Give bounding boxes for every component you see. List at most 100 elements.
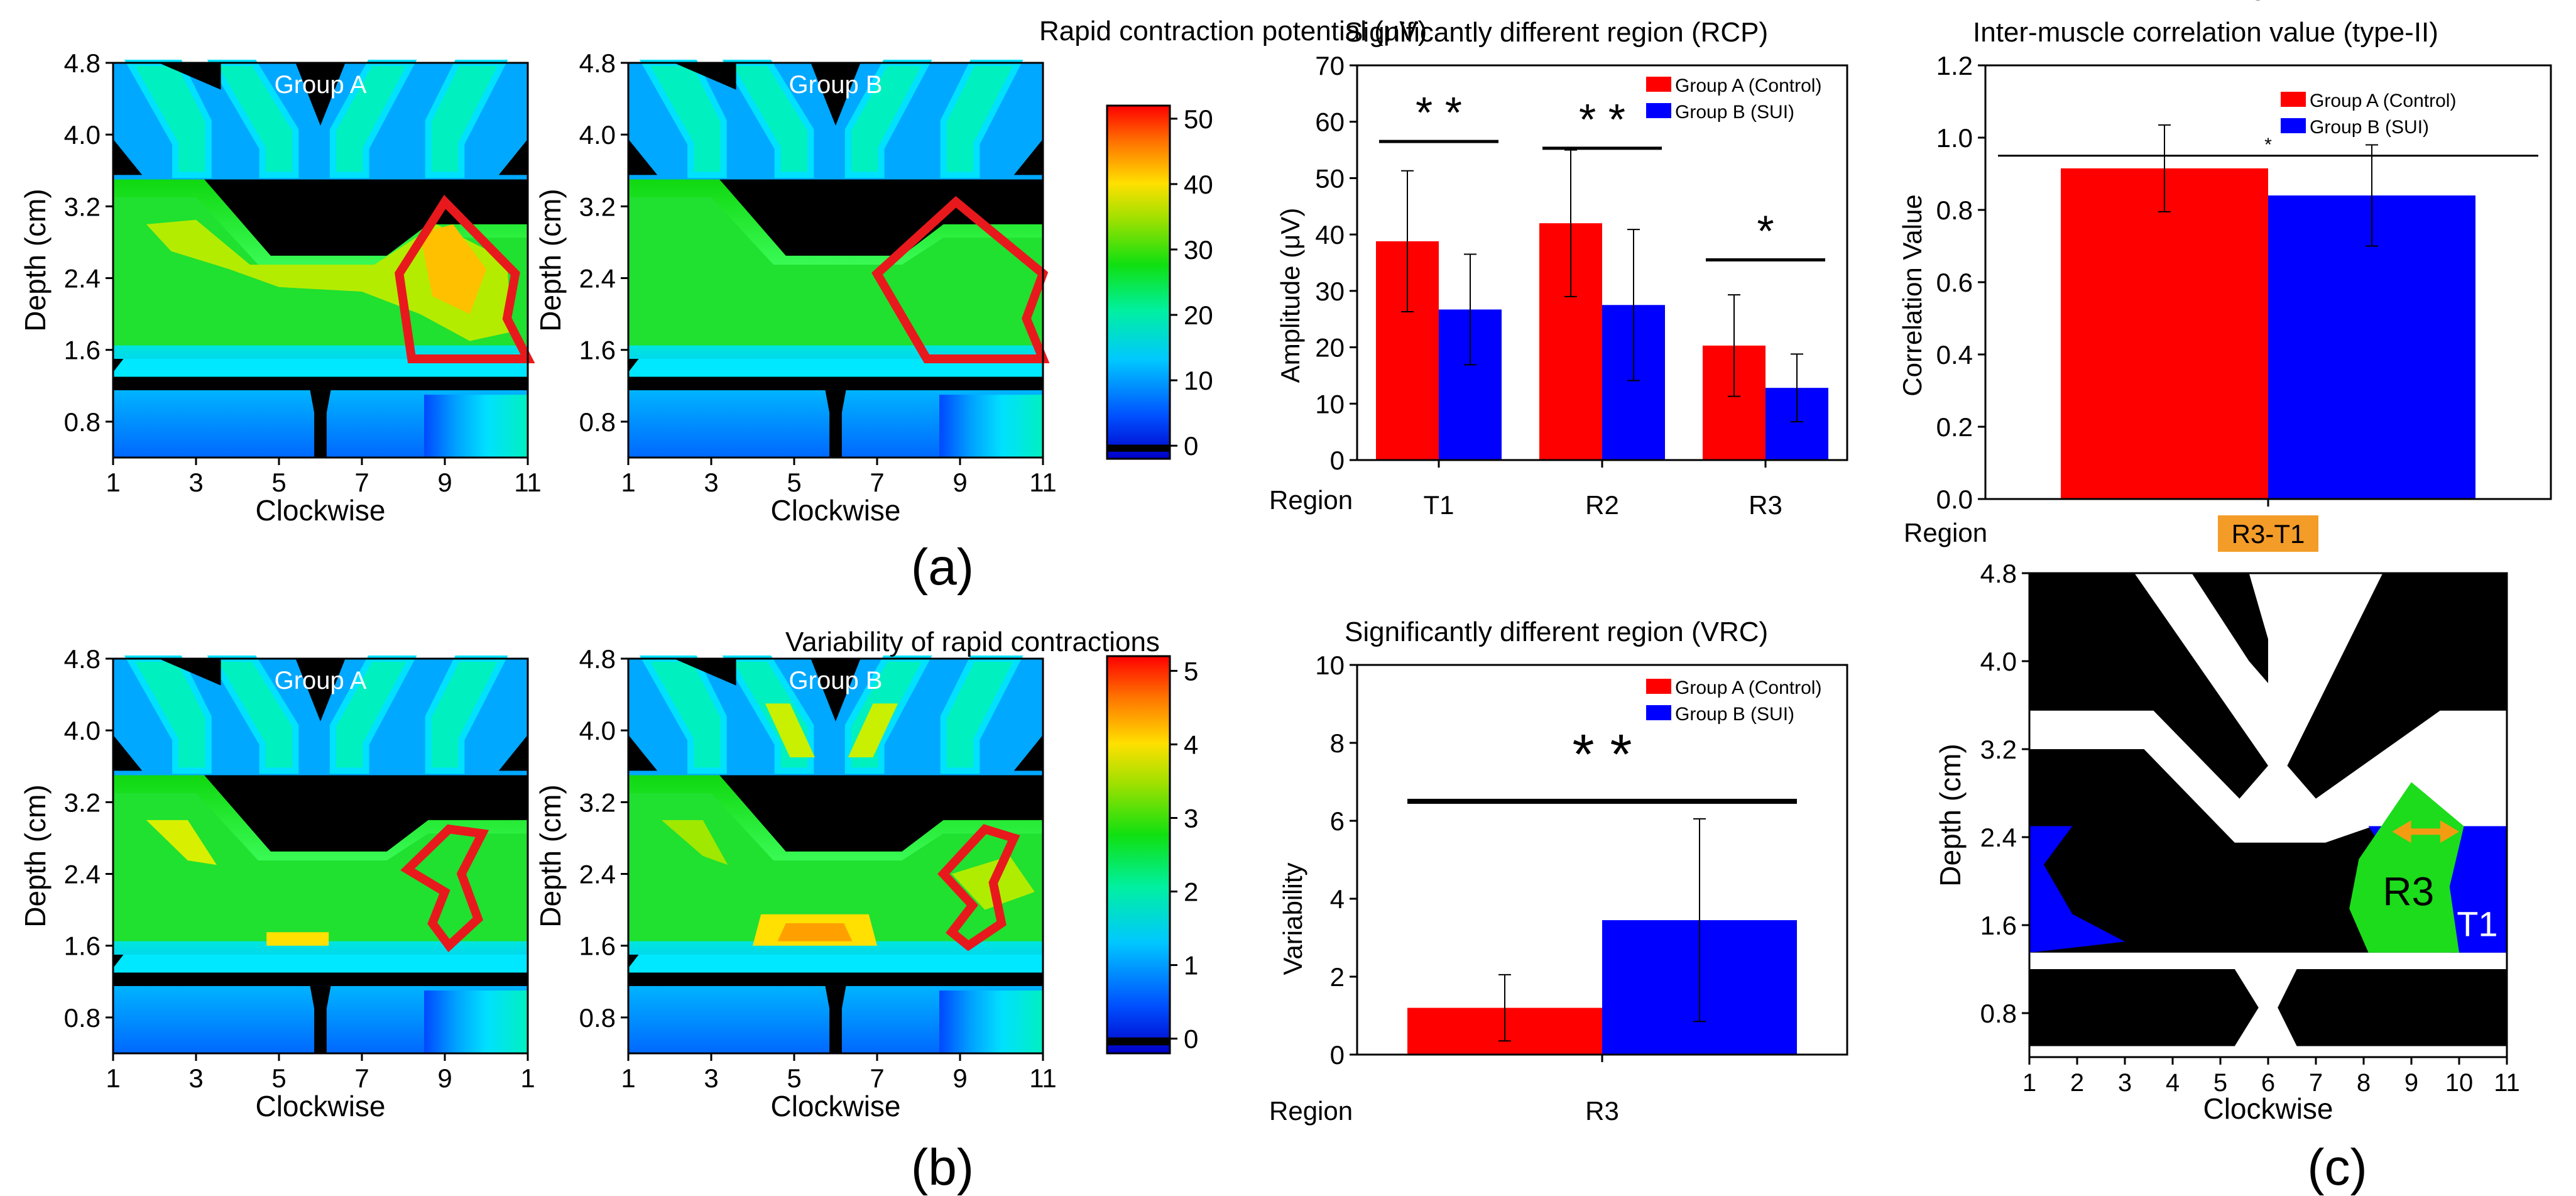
x-tick-label: R3-T1	[2232, 519, 2305, 549]
significance-mark: * *	[1579, 95, 1625, 144]
corr-y-axis-label: Correlation Value	[1897, 194, 1927, 396]
x-tick-label: 5	[787, 468, 801, 497]
x-tick-label: 3	[2118, 1069, 2132, 1097]
upper-gap	[158, 659, 221, 686]
band-highlight	[266, 932, 329, 946]
colorbar-tick-label: 40	[1184, 170, 1213, 199]
y-tick-label: 2.4	[1980, 823, 2017, 852]
colorbar-tick-label: 4	[1184, 730, 1198, 759]
y-tick-label: 0.6	[1936, 268, 1973, 297]
y-tick-label: 0.0	[1936, 485, 1973, 514]
upper-gap	[498, 139, 528, 175]
y-axis-label: Depth (cm)	[19, 189, 52, 331]
arrow-head-right	[2440, 820, 2459, 843]
x-tick-label: 1	[621, 1063, 635, 1093]
y-tick-label: 0.8	[1980, 999, 2017, 1028]
colorbar-frame	[1106, 104, 1171, 460]
black-region	[2287, 573, 2507, 799]
y-tick-label: 1.6	[64, 931, 101, 961]
x-tick-label: 3	[704, 1063, 718, 1093]
legend: Group A (Control) Group B (SUI)	[2281, 91, 2456, 138]
x-tick-label: 9	[437, 468, 452, 497]
x-tick-label: 1	[2022, 1069, 2036, 1097]
lower-notch	[310, 390, 331, 458]
x-tick-label: 1	[106, 1063, 120, 1093]
upper-gap	[498, 735, 528, 771]
y-tick-label: 1.0	[1936, 123, 1973, 153]
rcp-colorbar: Rapid contraction potential (μV) 0 10 20 30…	[1039, 16, 1427, 461]
x-axis-label: Clockwise	[770, 494, 900, 527]
y-tick-label: 4.8	[579, 48, 616, 78]
x-tick-label: 7	[870, 468, 884, 497]
black-region	[2029, 573, 2268, 799]
legend: Group A (Control) Group B (SUI)	[1646, 75, 1821, 123]
upper-gap	[674, 659, 736, 686]
x-tick-label: R2	[1585, 490, 1619, 520]
legend-swatch	[1646, 705, 1671, 720]
vrc-bar-chart: Significantly different region (VRC) Reg…	[1269, 617, 1848, 1126]
x-tick-label: 1	[106, 468, 120, 497]
map-frame	[627, 657, 1044, 1055]
t1-region-left	[2029, 826, 2125, 953]
x-tick-label: T1	[1423, 490, 1454, 520]
y-axis-label: Depth (cm)	[534, 189, 567, 331]
x-tick-label: 5	[271, 468, 286, 497]
colorbar-tick-label: 3	[1184, 803, 1198, 833]
band-notch	[628, 955, 639, 968]
x-tick-label: 11	[514, 468, 542, 497]
y-tick-label: 3.2	[64, 787, 101, 817]
corr-bar-title: Inter-muscle correlation value (type-II)	[1973, 17, 2438, 48]
group-label: Group B	[789, 71, 883, 99]
x-tick-label: 7	[354, 1063, 369, 1093]
band-hotspot	[420, 224, 486, 314]
legend-swatch	[1646, 679, 1671, 694]
upper-gap	[810, 63, 861, 126]
arrow-head-left	[2392, 820, 2411, 843]
x-tick-label: R3	[1585, 1096, 1619, 1126]
band-notch	[113, 955, 124, 968]
y-tick-label: 2	[1330, 962, 1345, 992]
x-tick-label: R3-T1	[2232, 0, 2305, 6]
lower-notch	[310, 986, 331, 1053]
group-label: Group A	[275, 71, 367, 99]
black-region	[2191, 573, 2268, 683]
y-tick-label: 0.8	[579, 407, 616, 437]
y-tick-label: 0.8	[579, 1003, 616, 1033]
group-label: Group A	[275, 667, 367, 694]
rcp-region-label: Region	[1269, 485, 1353, 515]
y-axis-label: Depth (cm)	[534, 784, 567, 927]
y-tick-label: 3.2	[579, 192, 616, 221]
colorbar-tick-label: 10	[1184, 366, 1213, 395]
significance-mark: * *	[1416, 88, 1462, 137]
y-tick-label: 40	[1315, 220, 1345, 250]
y-tick-label: 0.8	[1936, 195, 1973, 225]
r3-label: R3	[2382, 869, 2434, 914]
x-tick-label: 3	[188, 468, 203, 497]
y-tick-label: 10	[1315, 650, 1345, 680]
y-axis-label: Depth (cm)	[19, 784, 52, 927]
rcp-colorbar-title: Rapid contraction potential (μV)	[1039, 16, 1427, 47]
rcp-bar-chart: Significantly different region (RCP) Reg…	[1269, 17, 1848, 520]
x-axis-label: Clockwise	[770, 1090, 900, 1122]
y-tick-label: 0.4	[1936, 340, 1973, 370]
map-frame	[112, 657, 529, 1055]
x-tick-label: 10	[2445, 1069, 2474, 1097]
colorbar-tick-label: 2	[1184, 877, 1198, 907]
x-tick-label: 7	[870, 1063, 884, 1093]
upper-gap	[113, 735, 143, 771]
upper-gap	[158, 63, 221, 90]
y-tick-label: 30	[1315, 277, 1345, 306]
legend-label: Group A (Control)	[1675, 678, 1821, 698]
x-tick-label: 7	[2309, 1069, 2323, 1097]
t1-label: T1	[2457, 904, 2497, 944]
y-tick-label: 1.6	[579, 931, 616, 961]
y-tick-label: 10	[1315, 389, 1345, 419]
x-tick-label: 11	[2494, 1069, 2520, 1097]
x-tick-label: 11	[1029, 468, 1057, 497]
rcp-heatmap-group-b: Group B 0.8 1.6 2.4 3.2 4.0 4.8 1 3 5 7 9 11 Clockwis…	[534, 48, 1057, 527]
lower-band-right	[424, 395, 528, 458]
lower-band-right	[424, 990, 528, 1053]
vrc-heatmap-group-b: Group B 0.8 1.6 2.4 3.2 4.0 4.8 1 3 5 7 9 11 Clockwis…	[534, 644, 1057, 1122]
chevron-highlight	[848, 703, 898, 757]
y-tick-label: 20	[1315, 333, 1345, 363]
